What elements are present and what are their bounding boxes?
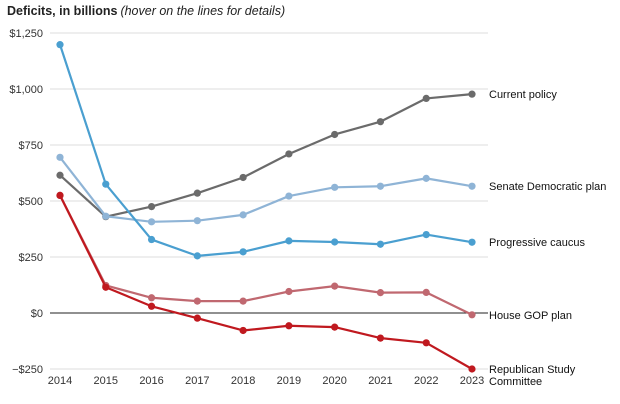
grid-lines — [50, 32, 488, 370]
chart-title: Deficits, in billions (hover on the lines… — [7, 4, 285, 18]
data-point[interactable] — [193, 252, 201, 260]
data-point[interactable] — [331, 183, 339, 191]
x-tick-label: 2017 — [185, 375, 209, 387]
data-point[interactable] — [331, 282, 339, 290]
data-point[interactable] — [239, 248, 247, 256]
data-point[interactable] — [56, 191, 64, 199]
data-point[interactable] — [193, 297, 201, 305]
data-point[interactable] — [422, 339, 430, 347]
x-tick-label: 2019 — [277, 375, 301, 387]
data-point[interactable] — [331, 323, 339, 331]
data-point[interactable] — [285, 237, 293, 245]
y-tick-label: $750 — [19, 140, 43, 152]
data-point[interactable] — [376, 240, 385, 248]
series-label: Progressive caucus — [489, 237, 585, 249]
series-line[interactable] — [59, 194, 473, 316]
series-lines[interactable] — [56, 41, 476, 373]
data-point[interactable] — [468, 238, 476, 246]
data-point[interactable] — [56, 171, 64, 179]
data-point[interactable] — [376, 289, 385, 297]
chart-title-subtitle: (hover on the lines for details) — [120, 4, 286, 18]
series-label: Current policy — [489, 89, 557, 101]
data-point[interactable] — [193, 217, 201, 225]
series-line[interactable] — [58, 44, 473, 257]
data-point[interactable] — [147, 235, 156, 244]
y-tick-label: $0 — [31, 308, 43, 320]
series-house-gop-plan[interactable] — [56, 191, 476, 319]
data-point[interactable] — [468, 182, 476, 190]
data-point[interactable] — [239, 173, 247, 182]
x-tick-label: 2015 — [94, 375, 118, 387]
x-tick-label: 2021 — [368, 375, 392, 387]
y-tick-label: −$250 — [12, 364, 43, 376]
data-point[interactable] — [239, 297, 247, 305]
series-republican-study-committee[interactable] — [56, 191, 476, 373]
data-point[interactable] — [239, 326, 247, 335]
y-tick-label: $250 — [19, 252, 43, 264]
series-label: House GOP plan — [489, 310, 572, 322]
data-point[interactable] — [422, 94, 430, 103]
chart-title-main: Deficits, in billions — [7, 4, 118, 18]
data-point[interactable] — [331, 130, 339, 139]
series-labels: Current policy Senate Democratic plan Prog… — [489, 89, 606, 388]
x-tick-label: 2016 — [139, 375, 163, 387]
x-tick-label: 2023 — [460, 375, 484, 387]
data-point[interactable] — [422, 174, 430, 182]
series-line[interactable] — [59, 93, 473, 218]
data-point[interactable] — [102, 212, 110, 220]
data-point[interactable] — [285, 150, 293, 158]
data-point[interactable] — [193, 314, 201, 322]
series-line[interactable] — [59, 156, 473, 223]
data-point[interactable] — [285, 192, 293, 200]
data-point[interactable] — [285, 287, 293, 296]
data-point[interactable] — [376, 182, 385, 190]
data-point[interactable] — [147, 203, 156, 211]
data-point[interactable] — [56, 153, 64, 161]
data-point[interactable] — [147, 294, 156, 302]
x-axis-tick-labels: 2014 2015 2016 2017 2018 2019 2020 2021 2022 2023 — [48, 375, 484, 387]
data-point[interactable] — [376, 118, 385, 126]
series-senate-democratic-plan[interactable] — [56, 153, 476, 226]
y-tick-label: $1,250 — [9, 28, 43, 40]
x-tick-label: 2014 — [48, 375, 72, 387]
series-label: Senate Democratic plan — [489, 181, 606, 193]
data-point[interactable] — [422, 231, 430, 239]
data-point[interactable] — [468, 365, 476, 373]
series-label: Republican Study Committee — [489, 364, 576, 388]
data-point[interactable] — [376, 334, 385, 342]
data-point[interactable] — [422, 288, 430, 296]
data-point[interactable] — [331, 238, 339, 246]
data-point[interactable] — [147, 218, 156, 226]
data-point[interactable] — [468, 311, 476, 319]
data-point[interactable] — [285, 322, 293, 330]
series-line[interactable] — [59, 194, 473, 370]
data-point[interactable] — [468, 90, 476, 98]
data-point[interactable] — [239, 211, 247, 219]
series-progressive-caucus[interactable] — [56, 41, 476, 260]
data-point[interactable] — [147, 302, 156, 310]
data-point[interactable] — [102, 180, 110, 188]
y-tick-label: $500 — [19, 196, 43, 208]
x-tick-label: 2022 — [414, 375, 438, 387]
data-point[interactable] — [102, 283, 110, 291]
y-tick-label: $1,000 — [9, 84, 43, 96]
x-tick-label: 2018 — [231, 375, 255, 387]
y-axis-tick-labels: −$250 $0 $250 $500 $750 $1,000 $1,250 — [9, 28, 43, 376]
data-point[interactable] — [193, 189, 201, 197]
data-point[interactable] — [56, 41, 64, 49]
x-tick-label: 2020 — [322, 375, 346, 387]
